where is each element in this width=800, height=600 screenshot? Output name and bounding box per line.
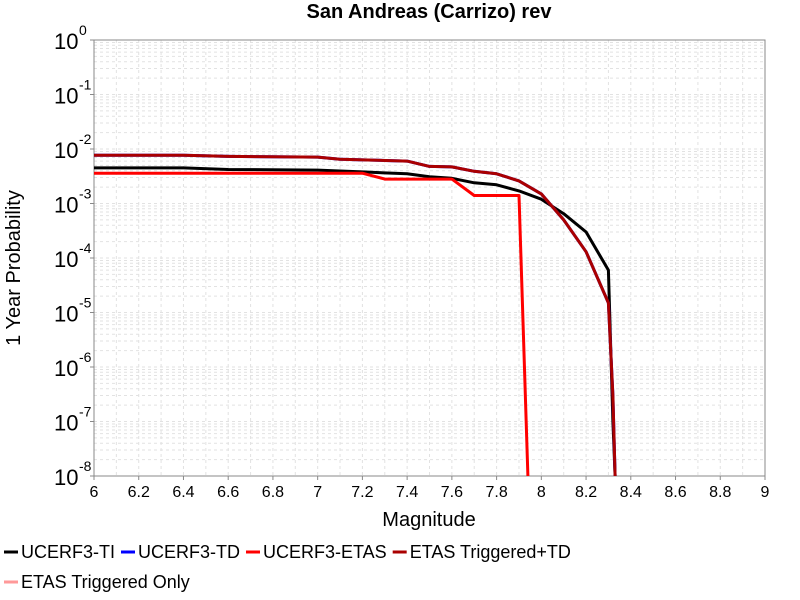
x-tick-label: 8.6 xyxy=(664,484,686,501)
legend-label: ETAS Triggered+TD xyxy=(410,542,571,562)
y-tick-label: 10 -5 xyxy=(54,295,92,327)
x-tick-label: 6.6 xyxy=(217,484,239,501)
y-tick-label: 10 -1 xyxy=(54,77,92,109)
y-tick-label: 10 -4 xyxy=(54,240,92,272)
legend: UCERF3-TI UCERF3-TD UCERF3-ETAS ETAS Trigge… xyxy=(4,542,571,592)
y-tick-label: 10 -8 xyxy=(54,458,92,490)
legend-item: UCERF3-ETAS xyxy=(246,542,387,562)
x-tick-label: 6 xyxy=(90,484,99,501)
x-tick-label: 7.6 xyxy=(441,484,463,501)
x-axis: 6 6.2 6.4 6.6 6.8 7 7.2 7.4 7.6 7.8 8 8.2 8.4 8.6 8.8 9 xyxy=(90,476,770,501)
y-tick-base: 10 xyxy=(54,302,78,327)
y-tick-base: 10 xyxy=(54,247,78,272)
x-tick-label: 7.2 xyxy=(351,484,373,501)
y-tick-exponent: -1 xyxy=(79,77,92,93)
y-tick-base: 10 xyxy=(54,193,78,218)
y-tick-base: 10 xyxy=(54,29,78,54)
y-tick-label: 10 0 xyxy=(54,22,87,54)
y-tick-base: 10 xyxy=(54,138,78,163)
y-tick-exponent: -4 xyxy=(79,240,92,256)
series-layer xyxy=(94,153,617,477)
x-tick-label: 7 xyxy=(313,484,322,501)
y-tick-exponent: -3 xyxy=(79,186,92,202)
x-tick-label: 6.8 xyxy=(262,484,284,501)
series-line-ucerf3-ti xyxy=(94,166,617,477)
x-axis-label: Magnitude xyxy=(382,509,475,531)
x-tick-label: 6.2 xyxy=(128,484,150,501)
legend-item: ETAS Triggered Only xyxy=(4,572,190,592)
y-tick-exponent: -8 xyxy=(79,458,92,474)
y-tick-exponent: -2 xyxy=(79,131,92,147)
y-tick-exponent: -7 xyxy=(79,404,92,420)
x-tick-label: 7.4 xyxy=(396,484,418,501)
x-tick-label: 8.8 xyxy=(709,484,731,501)
legend-item: ETAS Triggered+TD xyxy=(392,542,571,562)
series-line-ucerf3-etas xyxy=(94,171,530,477)
y-tick-base: 10 xyxy=(54,84,78,109)
legend-item: UCERF3-TI xyxy=(4,542,115,562)
legend-label: UCERF3-TD xyxy=(138,542,240,562)
grid xyxy=(93,40,766,477)
y-tick-exponent: -6 xyxy=(79,349,92,365)
y-tick-base: 10 xyxy=(54,465,78,490)
x-tick-label: 8 xyxy=(537,484,546,501)
y-tick-base: 10 xyxy=(54,411,78,436)
y-axis-label: 1 Year Probability xyxy=(3,190,25,346)
legend-label: UCERF3-TI xyxy=(21,542,115,562)
x-tick-label: 8.2 xyxy=(575,484,597,501)
y-tick-exponent: -5 xyxy=(79,295,92,311)
legend-item: UCERF3-TD xyxy=(121,542,240,562)
legend-label: ETAS Triggered Only xyxy=(21,572,190,592)
y-tick-label: 10 -6 xyxy=(54,349,92,381)
x-tick-label: 8.4 xyxy=(620,484,642,501)
legend-label: UCERF3-ETAS xyxy=(263,542,387,562)
x-tick-label: 6.4 xyxy=(172,484,194,501)
y-tick-label: 10 -2 xyxy=(54,131,92,163)
x-tick-label: 7.8 xyxy=(485,484,507,501)
y-tick-base: 10 xyxy=(54,356,78,381)
y-tick-label: 10 -7 xyxy=(54,404,92,436)
y-tick-exponent: 0 xyxy=(79,22,87,38)
chart-title: San Andreas (Carrizo) rev xyxy=(307,1,553,23)
x-tick-label: 9 xyxy=(761,484,770,501)
series-line-etas-triggered-td xyxy=(94,153,617,477)
y-tick-label: 10 -3 xyxy=(54,186,92,218)
